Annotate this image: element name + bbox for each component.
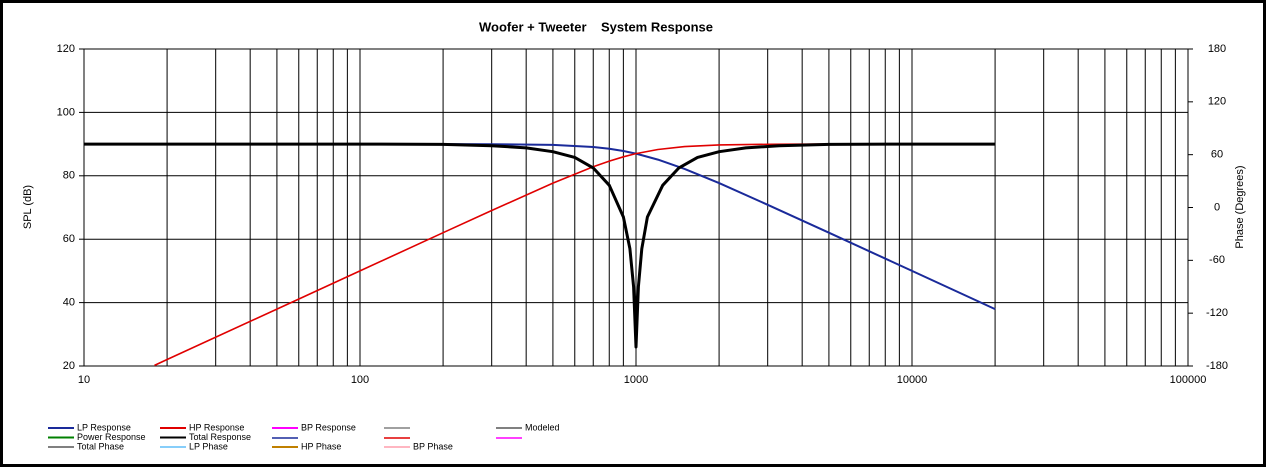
y-tick-label: 80 bbox=[63, 170, 75, 182]
legend-label: Total Response bbox=[189, 432, 251, 442]
series-line bbox=[84, 142, 996, 349]
y-tick-label: 40 bbox=[63, 297, 75, 309]
legend-label: LP Phase bbox=[189, 441, 228, 451]
x-tick-label: 1000 bbox=[624, 374, 648, 386]
y-tick-label: 120 bbox=[57, 43, 75, 55]
legend-label: HP Phase bbox=[301, 441, 341, 451]
legend-label: Power Response bbox=[77, 432, 146, 442]
y-tick-label: 100 bbox=[57, 106, 75, 118]
y2-tick-label: -180 bbox=[1206, 360, 1228, 372]
y2-axis-label: Phase (Degrees) bbox=[1234, 165, 1246, 248]
legend-label: Total Phase bbox=[77, 441, 124, 451]
y-tick-label: 60 bbox=[63, 233, 75, 245]
series-line bbox=[154, 143, 829, 367]
y-axis-label: SPL (dB) bbox=[22, 185, 34, 229]
x-tick-label: 10000 bbox=[897, 374, 928, 386]
x-tick-label: 100 bbox=[351, 374, 369, 386]
legend-label: Modeled bbox=[525, 422, 560, 432]
x-tick-label: 10 bbox=[78, 374, 90, 386]
legend-label: LP Response bbox=[77, 422, 131, 432]
y-tick-label: 20 bbox=[63, 360, 75, 372]
y2-tick-label: 0 bbox=[1214, 201, 1220, 213]
plot-border bbox=[83, 48, 1189, 367]
y2-tick-label: -60 bbox=[1209, 254, 1225, 266]
chart-title: Woofer + Tweeter System Response bbox=[479, 19, 713, 34]
y2-tick-label: 60 bbox=[1211, 149, 1223, 161]
legend-label: BP Response bbox=[301, 422, 356, 432]
y2-tick-label: -120 bbox=[1206, 307, 1228, 319]
y2-tick-label: 120 bbox=[1208, 96, 1226, 108]
y2-tick-label: 180 bbox=[1208, 43, 1226, 55]
x-tick-label: 100000 bbox=[1170, 374, 1207, 386]
legend-label: HP Response bbox=[189, 422, 244, 432]
legend-label: BP Phase bbox=[413, 441, 453, 451]
